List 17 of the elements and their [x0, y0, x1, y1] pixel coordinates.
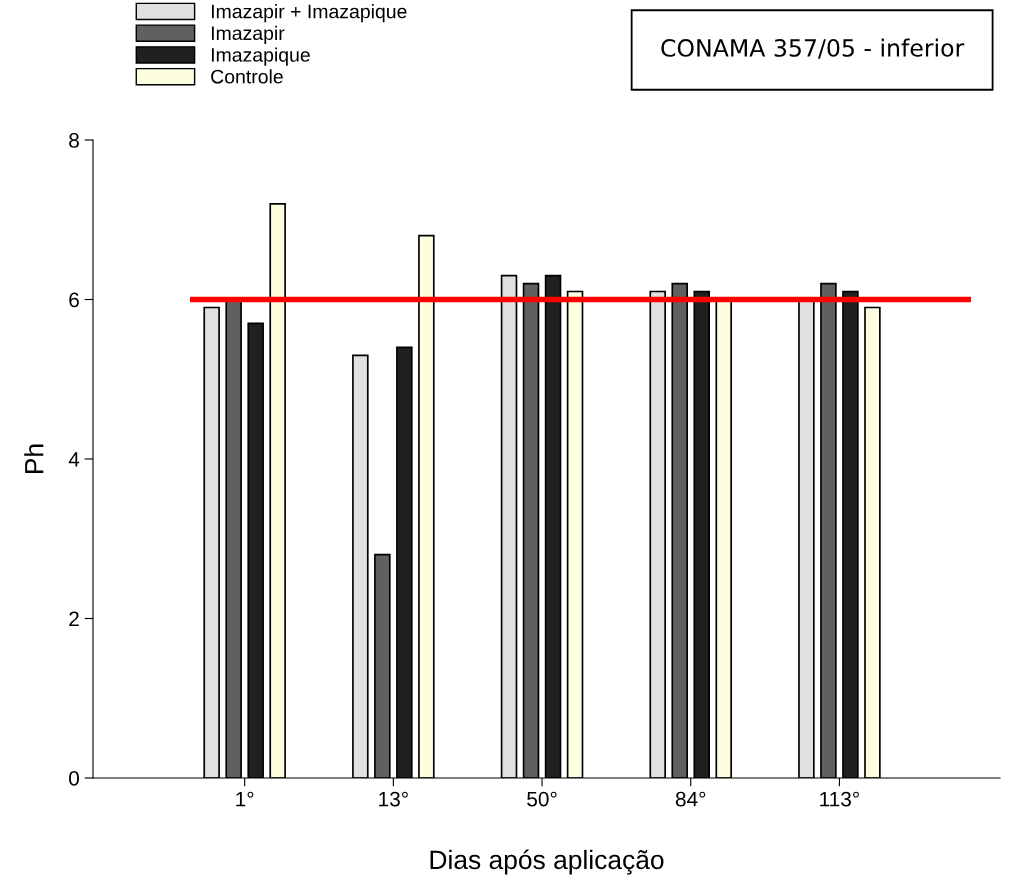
legend-label: Imazapir — [211, 25, 285, 44]
y-tick-label: 8 — [69, 133, 79, 148]
y-tick-label: 0 — [69, 771, 79, 786]
x-tick-label: 84° — [675, 791, 706, 807]
x-tick-label: 13° — [379, 791, 408, 807]
legend-label: Imazapir + Imazapique — [211, 4, 407, 23]
text: CONAMA 357/05 - inferior — [661, 38, 965, 59]
y-tick-label: 6 — [69, 292, 79, 308]
y-tick-label: 2 — [69, 611, 79, 627]
x-tick-label: 1° — [236, 791, 254, 807]
x-tick-label: 50° — [527, 791, 557, 807]
y-tick-label: 4 — [68, 452, 80, 467]
legend-label: Imazapique — [211, 47, 310, 66]
legend-label: Controle — [211, 69, 283, 84]
x-axis-title: Dias após aplicação — [430, 849, 664, 875]
y-axis-title: Ph — [24, 444, 44, 473]
x-tick-label: 113° — [820, 791, 859, 807]
